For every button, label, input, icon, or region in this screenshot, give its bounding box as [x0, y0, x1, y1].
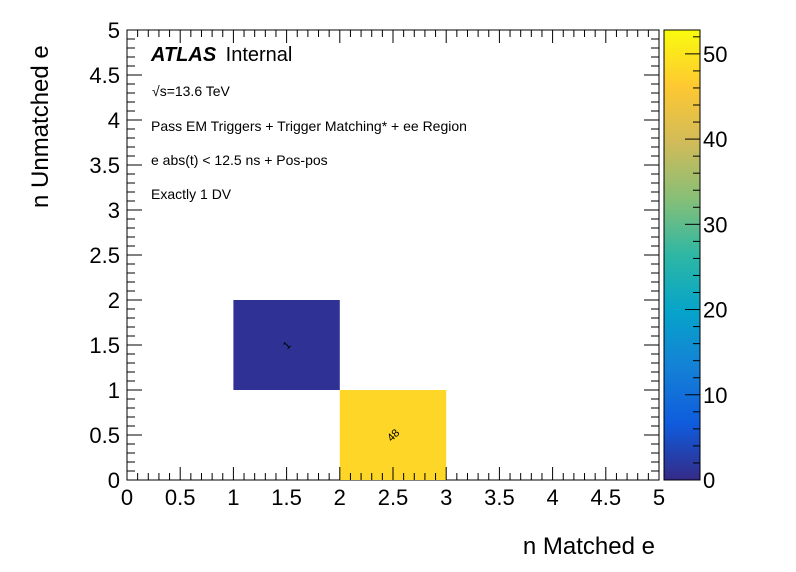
heatmap-cell	[233, 300, 340, 390]
x-tick-label: 4	[546, 485, 558, 510]
heatmap-cell	[339, 390, 447, 480]
atlas-label: ATLAS Internal	[150, 44, 292, 66]
energy-label: √s=13.6 TeV	[152, 83, 231, 99]
z-tick-label: 40	[703, 127, 727, 152]
y-tick-label: 2	[108, 288, 120, 313]
y-tick-label: 3	[108, 198, 120, 223]
y-tick-label: 3.5	[89, 153, 120, 178]
color-bar-ticks: 0 10 20 30 40 50	[685, 36, 727, 493]
x-tick-label: 5	[653, 485, 665, 510]
y-tick-label: 0	[108, 468, 120, 493]
x-axis-title: n Matched e	[523, 533, 655, 560]
y-tick-label: 4.5	[89, 63, 120, 88]
x-tick-label: 0.5	[165, 485, 196, 510]
selection-line-1: Pass EM Triggers + Trigger Matching* + e…	[151, 118, 467, 134]
energy-text: s=13.6 TeV	[160, 83, 231, 99]
y-axis-title: n Unmatched e	[27, 45, 54, 208]
z-tick-label: 10	[703, 383, 727, 408]
z-tick-label: 0	[703, 468, 715, 493]
x-tick-label: 1	[227, 485, 239, 510]
x-axis-ticks: 0 0.5 1 1.5 2 2.5 3 3.5 4 4.5 5	[121, 30, 665, 510]
z-tick-label: 50	[703, 42, 727, 67]
selection-line-2: e abs(t) < 12.5 ns + Pos-pos	[151, 152, 328, 168]
x-tick-label: 2.5	[378, 485, 409, 510]
y-tick-label: 1	[108, 378, 120, 403]
sqrt-symbol: √	[152, 83, 160, 99]
z-tick-label: 30	[703, 212, 727, 237]
y-tick-label: 4	[108, 108, 120, 133]
y-tick-label: 1.5	[89, 333, 120, 358]
atlas-bold-text: ATLAS	[150, 44, 217, 66]
x-tick-label: 3.5	[484, 485, 515, 510]
y-tick-label: 2.5	[89, 243, 120, 268]
z-tick-label: 20	[703, 298, 727, 323]
y-tick-label: 0.5	[89, 423, 120, 448]
x-tick-label: 1.5	[271, 485, 302, 510]
selection-line-3: Exactly 1 DV	[151, 186, 232, 202]
y-tick-label: 5	[108, 18, 120, 43]
color-bar	[663, 29, 701, 481]
x-tick-label: 0	[121, 485, 133, 510]
heatmap-cells: 148	[233, 300, 447, 480]
y-axis-ticks: 0 0.5 1 1.5 2 2.5 3 3.5 4 4.5 5	[89, 18, 659, 493]
x-tick-label: 4.5	[591, 485, 622, 510]
x-tick-label: 2	[334, 485, 346, 510]
x-tick-label: 3	[440, 485, 452, 510]
atlas-internal-text: Internal	[226, 44, 293, 66]
